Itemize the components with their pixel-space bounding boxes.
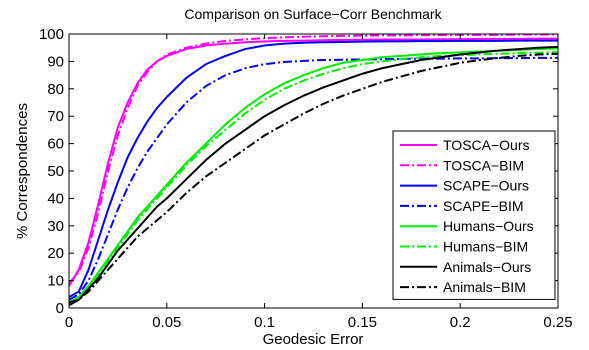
legend-label-6: Animals−Ours [443, 259, 531, 275]
y-axis-label: % Correspondences [14, 103, 31, 239]
series-line-0 [68, 37, 558, 287]
series-line-3 [68, 56, 558, 301]
legend-label-1: TOSCA−BIM [443, 157, 524, 173]
ticks-layer: 0 0.05 0.1 0.15 0.2 0.25 0 10 20 30 40 50 60 70 80 90 10… [39, 26, 573, 331]
y-tick-label-4: 40 [47, 190, 64, 207]
legend-box [392, 130, 556, 300]
x-tick-label-3: 0.15 [348, 314, 377, 331]
legend-label-2: SCAPE−Ours [443, 178, 529, 194]
series-line-2 [68, 39, 558, 298]
legend: TOSCA−Ours TOSCA−BIM SCAPE−Ours SCAPE−BIM Hu… [392, 130, 556, 300]
series-line-4 [68, 47, 559, 304]
series-line-7 [68, 52, 559, 304]
y-tick-label-5: 50 [47, 163, 64, 180]
legend-label-5: Humans−BIM [443, 239, 528, 255]
y-tick-label-6: 60 [47, 136, 64, 153]
y-tick-label-10: 100 [39, 26, 64, 43]
series-line-6 [68, 45, 559, 307]
x-tick-label-0: 0 [65, 314, 73, 331]
x-tick-label-1: 0.05 [152, 314, 181, 331]
legend-label-7: Animals−BIM [443, 279, 526, 295]
y-tick-label-0: 0 [56, 300, 64, 317]
chart-title: Comparison on Surface−Corr Benchmark [184, 6, 442, 22]
legend-label-0: TOSCA−Ours [443, 137, 530, 153]
x-tick-label-2: 0.1 [254, 314, 275, 331]
x-axis-label: Geodesic Error [263, 331, 364, 348]
y-tick-label-9: 90 [47, 53, 64, 70]
x-tick-label-4: 0.2 [450, 314, 471, 331]
x-tick-label-5: 0.25 [543, 314, 572, 331]
legend-label-4: Humans−Ours [443, 218, 534, 234]
y-tick-label-2: 20 [47, 245, 64, 262]
y-tick-label-8: 80 [47, 81, 64, 98]
legend-label-3: SCAPE−BIM [443, 198, 524, 214]
y-tick-label-3: 30 [47, 218, 64, 235]
y-tick-label-1: 10 [47, 273, 64, 290]
y-tick-label-7: 70 [47, 108, 64, 125]
series-line-5 [68, 51, 559, 304]
